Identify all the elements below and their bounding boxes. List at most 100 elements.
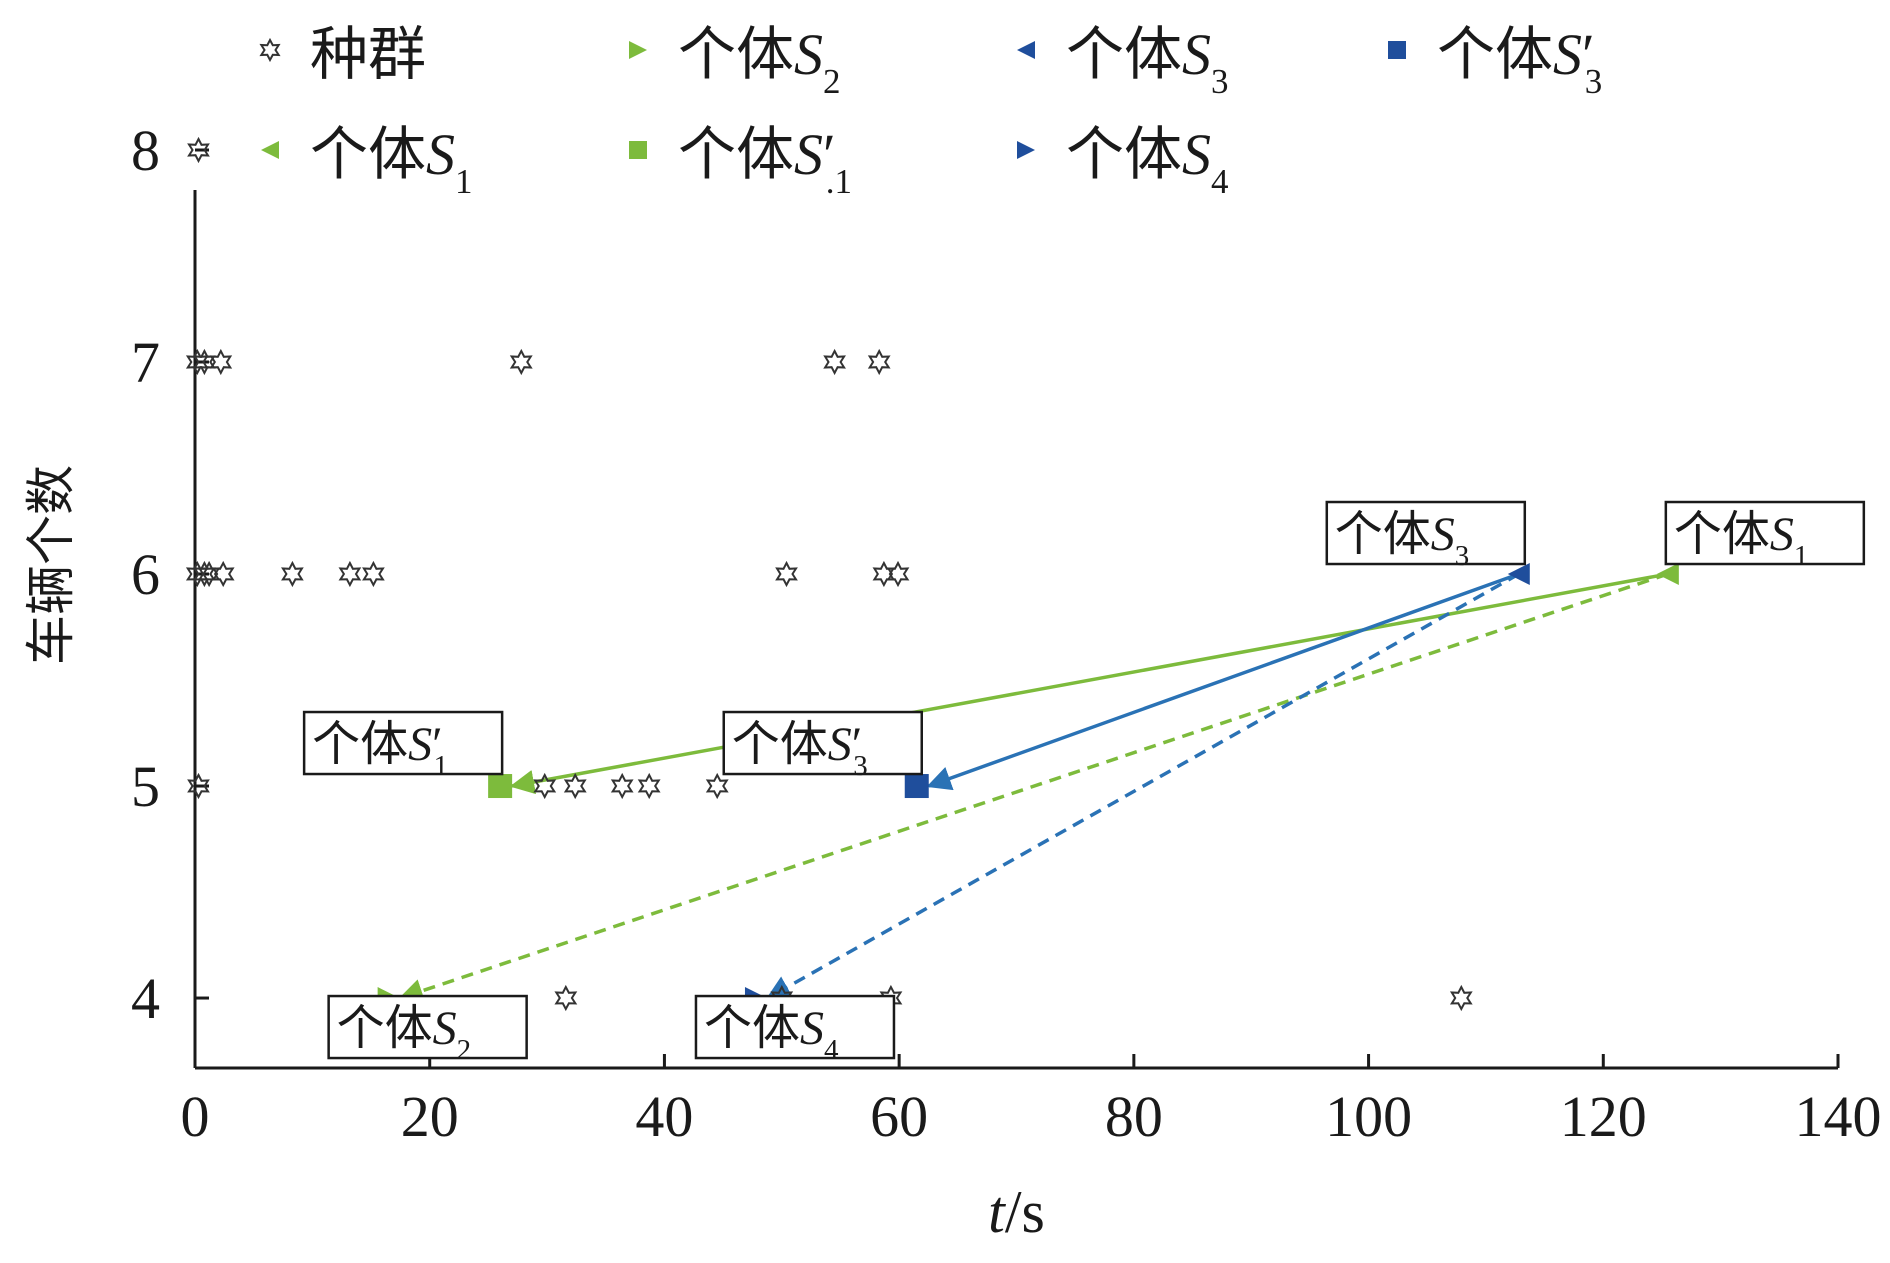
population-point <box>209 348 233 376</box>
y-tick-label: 8 <box>131 118 160 183</box>
population-point <box>554 984 578 1012</box>
label-prefix: 个体 <box>678 20 794 88</box>
annotation-label: 个体S′3 <box>722 710 923 782</box>
label-subscript: 3 <box>1455 540 1470 572</box>
x-tick-label: 100 <box>1325 1084 1412 1149</box>
annotation-text: 个体S′1 <box>312 716 448 782</box>
label-subscript: 4 <box>1211 162 1229 201</box>
label-subscript: 3 <box>1211 62 1229 101</box>
label-prefix: 个体 <box>1674 506 1770 562</box>
legend-label: 个体S1 <box>310 120 473 201</box>
label-symbol: S <box>1431 508 1455 561</box>
population-point <box>509 348 533 376</box>
label-symbol: S <box>426 122 455 187</box>
legend-label: 个体S3 <box>1066 20 1229 101</box>
population-point <box>610 772 634 800</box>
legend-marker <box>1388 41 1406 59</box>
label-prefix: 个体 <box>704 1000 800 1056</box>
label-subscript: 2 <box>457 1034 472 1066</box>
x-tick-label: 120 <box>1560 1084 1647 1149</box>
legend-label: 个体S4 <box>1066 120 1229 201</box>
label-subscript: 4 <box>824 1034 839 1066</box>
population-point <box>886 560 910 588</box>
axes: 0 20 40 60 80 100 120 140 4 5 6 7 8 t/s 车辆个数 <box>22 118 1882 1245</box>
annotation-label: 个体S4 <box>694 994 896 1066</box>
x-tick-label: 80 <box>1105 1084 1163 1149</box>
x-axis-label-rest: /s <box>1005 1179 1045 1245</box>
annotation-box <box>722 710 923 776</box>
label-subscript: 3 <box>1585 62 1603 101</box>
population-point <box>823 348 846 376</box>
annotation-box <box>694 994 896 1060</box>
annotation-label: 个体S1 <box>1664 500 1866 572</box>
population-point <box>1449 984 1473 1012</box>
population-point <box>338 560 362 588</box>
annotation-box <box>1664 500 1866 566</box>
individual-point <box>488 774 513 799</box>
data-points <box>185 136 1679 1012</box>
annotation-text: 个体S4 <box>704 1000 839 1066</box>
population-point <box>637 772 661 800</box>
annotation-box <box>327 994 528 1060</box>
legend-marker <box>629 41 647 59</box>
label-symbol: S <box>1182 122 1211 187</box>
dashed-arrow <box>398 572 1669 1003</box>
label-symbol: S <box>433 1002 457 1055</box>
population-point <box>705 772 729 800</box>
solid-arrow <box>926 572 1520 791</box>
label-symbol: S <box>1182 22 1211 87</box>
y-axis-label: 车辆个数 <box>22 465 80 665</box>
population-point <box>775 560 798 588</box>
x-axis-label: t/s <box>988 1179 1045 1245</box>
population-point <box>872 560 896 588</box>
annotation-box <box>302 710 504 776</box>
annotation-label: 个体S2 <box>327 994 528 1066</box>
label-prefix: 个体 <box>1437 20 1553 88</box>
legend-marker <box>259 37 281 63</box>
label-symbol: S <box>794 122 823 187</box>
legend-label: 个体S2 <box>678 20 841 101</box>
individual-point <box>1656 563 1679 586</box>
x-tick-label: 60 <box>870 1084 928 1149</box>
annotation-text: 个体S1 <box>1674 506 1809 572</box>
legend-marker <box>261 141 279 159</box>
label-prefix: 个体 <box>337 1000 433 1056</box>
annotation-box <box>1325 500 1527 566</box>
y-tick-label: 6 <box>131 542 160 607</box>
label-prime: ′ <box>823 122 836 187</box>
legend-label: 个体S′.1 <box>678 120 852 201</box>
label-prefix: 个体 <box>1066 20 1182 88</box>
y-tick-label: 5 <box>131 754 160 819</box>
label-subscript: 3 <box>853 750 868 782</box>
label-prefix: 个体 <box>678 120 794 188</box>
label-prime: ′ <box>1582 22 1595 87</box>
x-axis-label-italic: t <box>988 1179 1006 1245</box>
x-tick-label: 40 <box>635 1084 693 1149</box>
x-tick-label: 0 <box>181 1084 210 1149</box>
solid-arrow <box>509 572 1669 795</box>
label-symbol: S <box>1770 508 1794 561</box>
label-symbol: S <box>408 718 432 771</box>
y-tick-label: 7 <box>131 330 160 395</box>
x-tick-label: 140 <box>1795 1084 1882 1149</box>
label-subscript: 1 <box>1794 540 1809 572</box>
population-point <box>533 772 557 800</box>
arrows <box>398 572 1669 1003</box>
dashed-arrow <box>765 572 1520 1000</box>
label-prefix: 个体 <box>1066 120 1182 188</box>
annotation-label: 个体S′1 <box>302 710 504 782</box>
annotation-text: 个体S3 <box>1335 506 1470 572</box>
individual-point <box>1507 563 1530 586</box>
label-symbol: S <box>1553 22 1582 87</box>
label-prefix: 个体 <box>732 716 828 772</box>
legend-label: 种群 <box>310 20 426 88</box>
population-point <box>281 560 304 588</box>
label-prefix: 个体 <box>312 716 408 772</box>
label-prefix: 个体 <box>310 120 426 188</box>
label-symbol: S <box>794 22 823 87</box>
label-subscript: 1 <box>434 750 449 782</box>
